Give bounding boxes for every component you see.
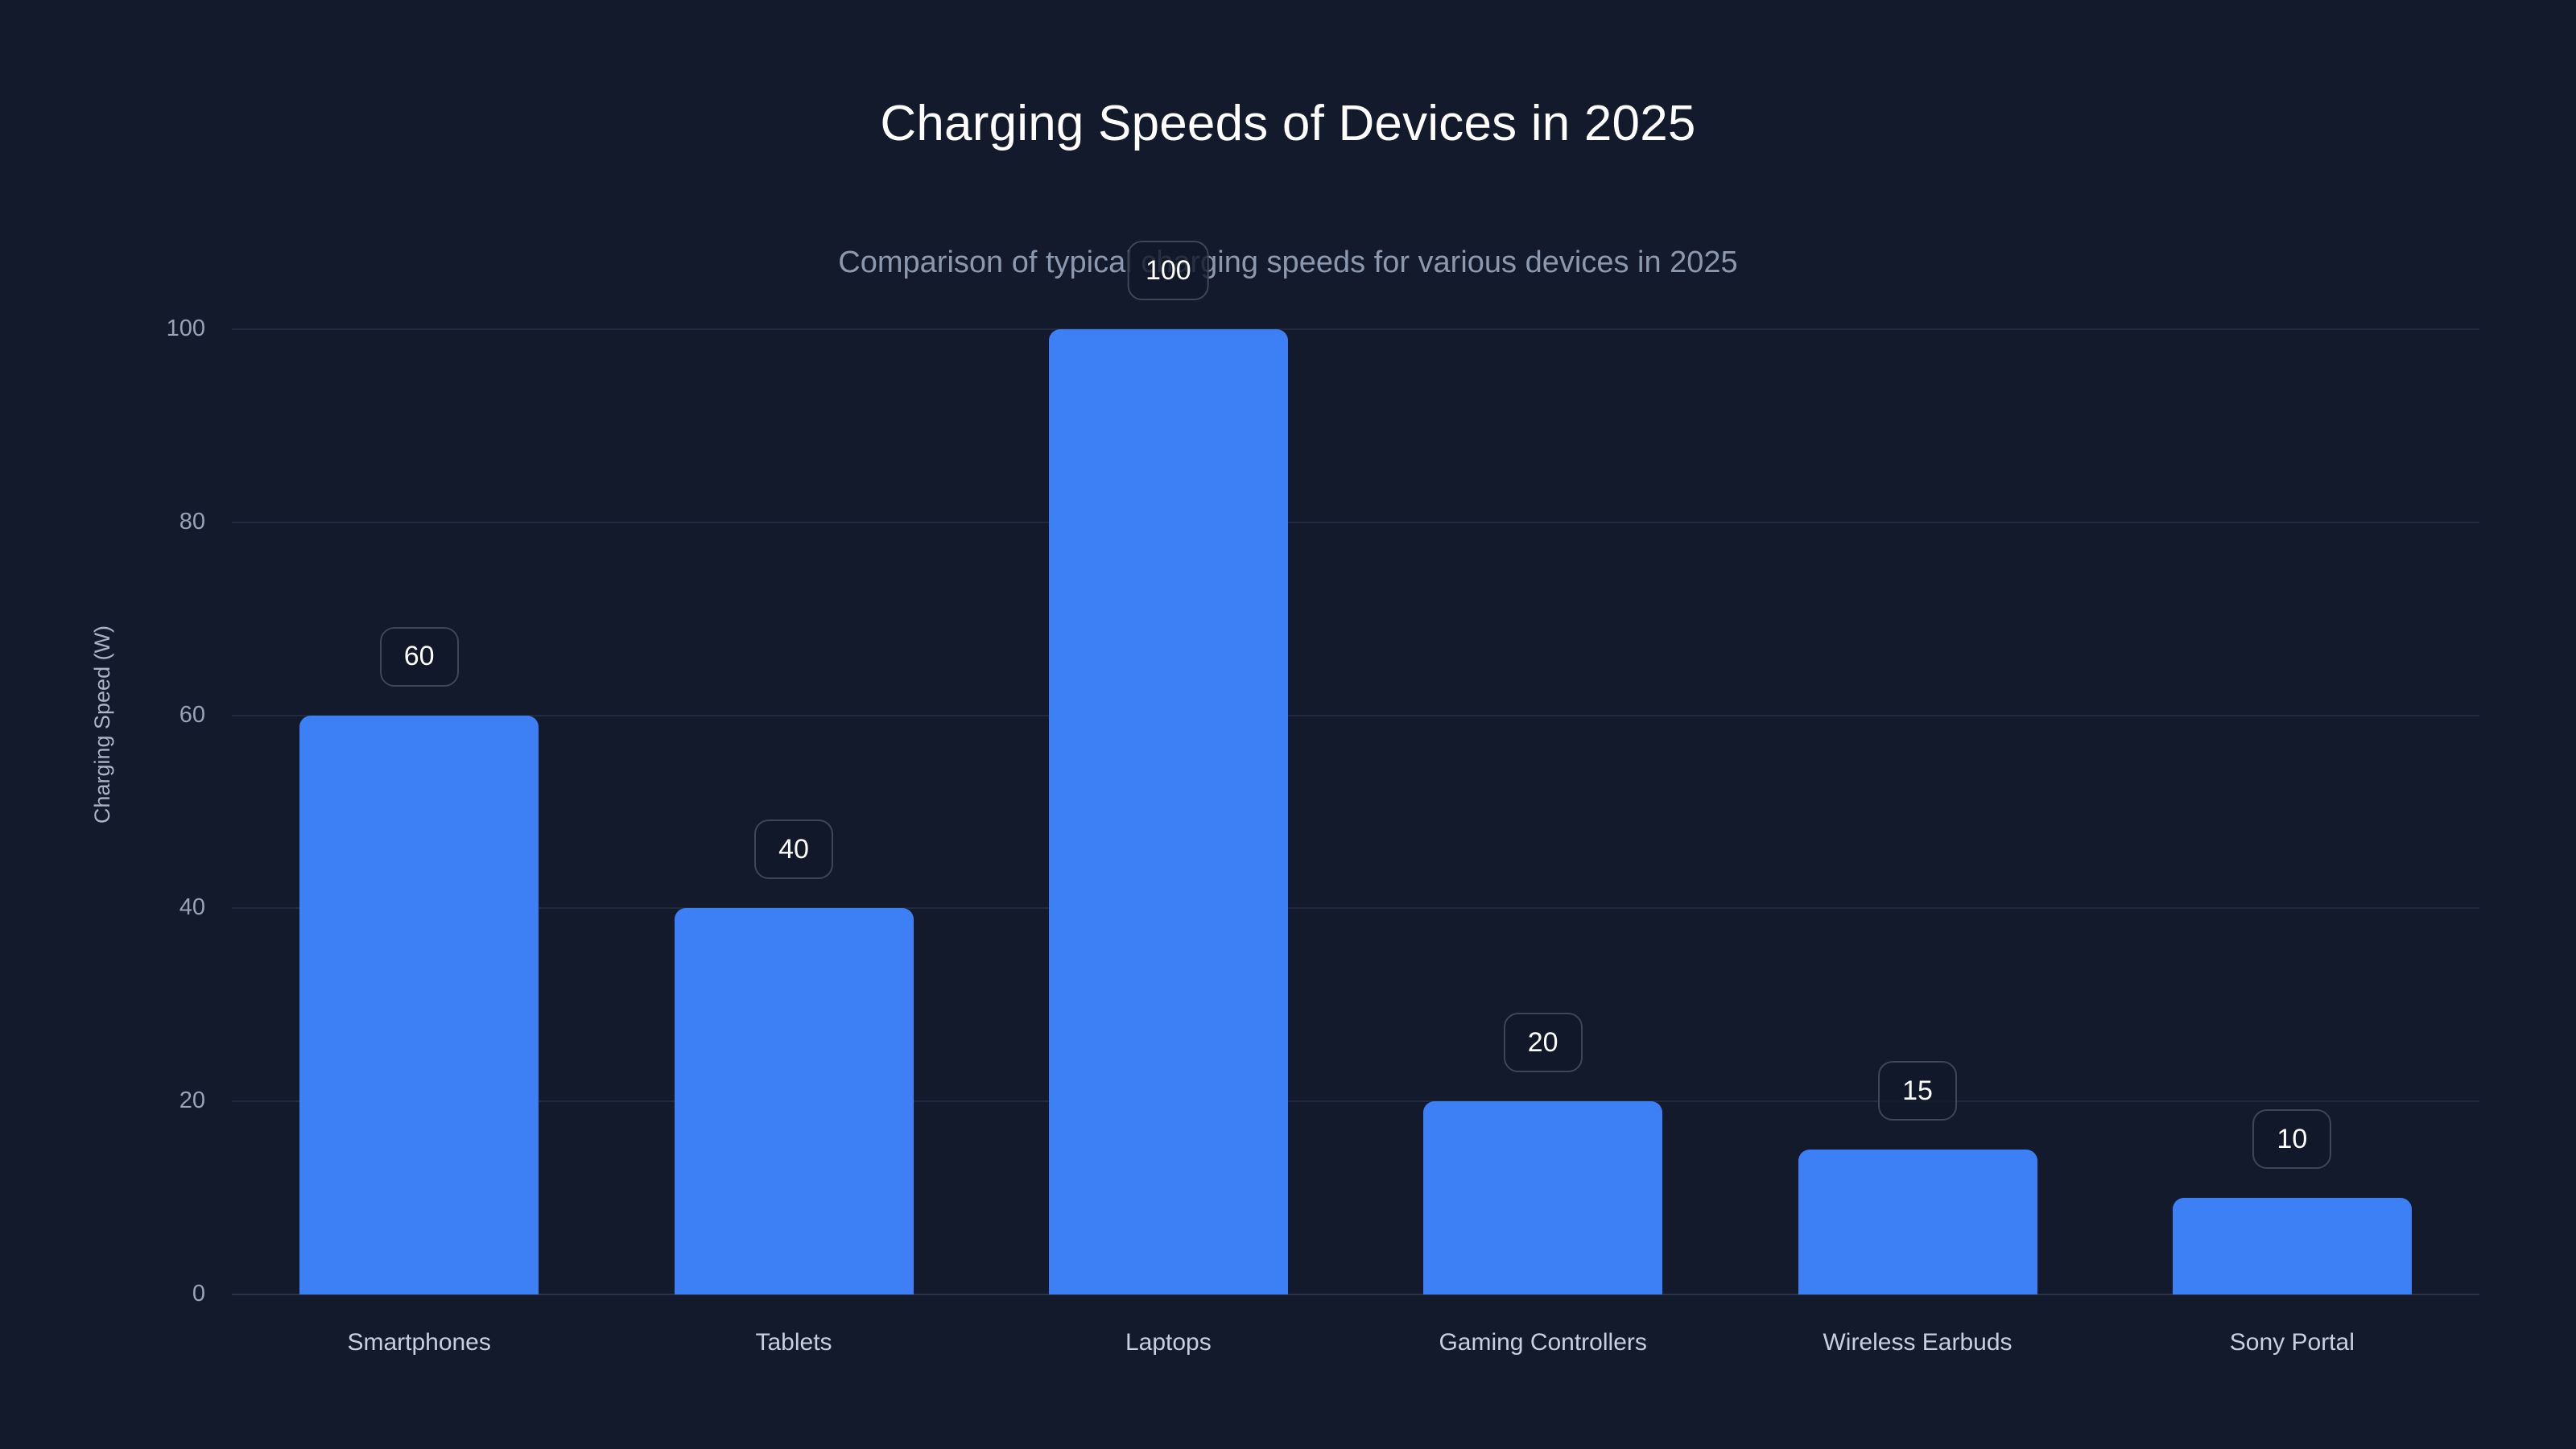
y-tick-label: 40 <box>179 894 205 921</box>
value-badge: 20 <box>1503 1013 1583 1073</box>
bar-group: 20 Gaming Controllers <box>1423 329 1663 1356</box>
x-tick-label: Laptops <box>1125 1329 1212 1356</box>
plot-area: 0 20 40 60 80 100 60 Smartphones 40 Tablets 100 La… <box>167 241 2479 1356</box>
value-badge: 60 <box>379 626 459 687</box>
gridline <box>232 328 2479 330</box>
y-tick-label: 0 <box>192 1281 205 1307</box>
bar-group: 10 Sony Portal <box>2172 329 2412 1356</box>
bar-group: 60 Smartphones <box>299 329 539 1356</box>
y-tick-label: 100 <box>166 316 205 341</box>
bar-sony-portal[interactable] <box>2172 1198 2412 1294</box>
bar-gaming-controllers[interactable] <box>1423 1101 1663 1294</box>
bar-wireless-earbuds[interactable] <box>1798 1150 2037 1294</box>
bar-group: 15 Wireless Earbuds <box>1798 329 2037 1356</box>
y-tick-label: 60 <box>179 701 205 728</box>
x-tick-label: Tablets <box>755 1329 832 1356</box>
bar-laptops[interactable] <box>1048 329 1288 1294</box>
bar-smartphones[interactable] <box>299 715 539 1294</box>
x-tick-label: Sony Portal <box>2229 1329 2355 1356</box>
x-tick-label: Wireless Earbuds <box>1823 1329 2013 1356</box>
x-tick-label: Smartphones <box>347 1329 491 1356</box>
gridline <box>232 1100 2479 1103</box>
gridline <box>232 521 2479 523</box>
gridline <box>232 1294 2479 1295</box>
value-badge: 100 <box>1127 241 1209 300</box>
value-badge: 15 <box>1878 1061 1957 1121</box>
y-tick-label: 80 <box>179 508 205 535</box>
bar-group: 100 Laptops <box>1048 241 1288 1356</box>
bar-group: 40 Tablets <box>674 329 914 1356</box>
value-badge: 40 <box>754 819 833 880</box>
x-tick-label: Gaming Controllers <box>1439 1329 1647 1356</box>
y-axis-title: Charging Speed (W) <box>90 625 114 824</box>
gridline <box>232 907 2479 910</box>
y-tick-label: 20 <box>179 1088 205 1114</box>
gridline <box>232 714 2479 716</box>
chart-title: Charging Speeds of Devices in 2025 <box>880 96 1696 151</box>
bar-tablets[interactable] <box>674 908 914 1294</box>
value-badge: 10 <box>2252 1109 2332 1170</box>
chart-subtitle: Comparison of typical charging speeds fo… <box>838 246 1738 279</box>
